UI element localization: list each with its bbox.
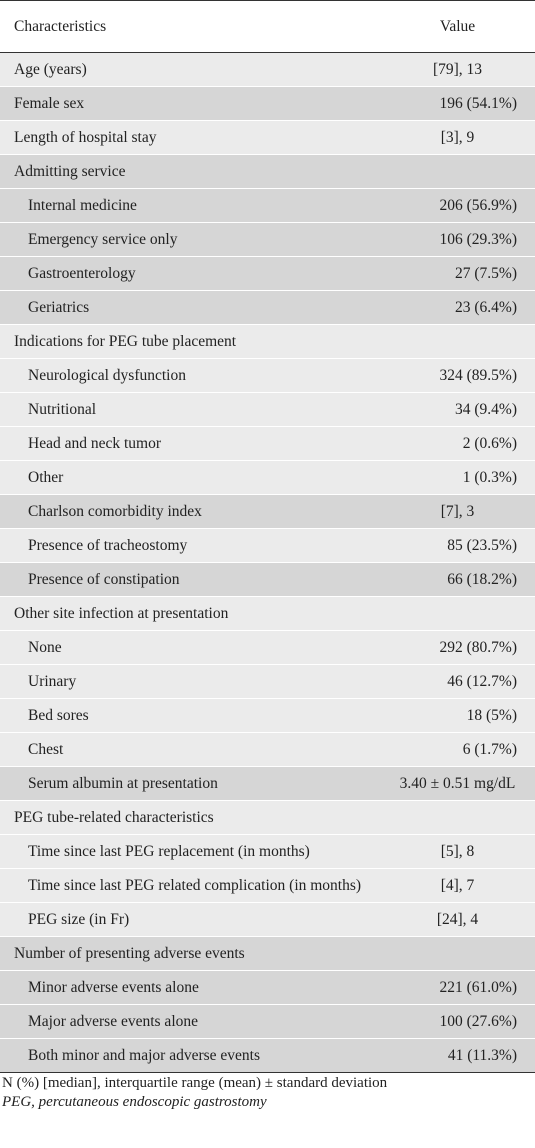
- row-label: Charlson comorbidity index: [0, 494, 398, 529]
- row-value: 34 (9.4%): [398, 392, 535, 427]
- footnote-abbreviation: PEG, percutaneous endoscopic gastrostomy: [2, 1094, 267, 1110]
- row-value: 6 (1.7%): [398, 732, 535, 767]
- row-value: 23 (6.4%): [398, 290, 535, 325]
- table-row: Urinary 46 (12.7%): [0, 664, 535, 699]
- row-value: 292 (80.7%): [398, 630, 535, 665]
- row-label: Nutritional: [0, 392, 398, 427]
- row-value: [79], 13: [398, 52, 535, 87]
- row-value: [398, 596, 535, 631]
- table-row: Indications for PEG tube placement: [0, 324, 535, 359]
- row-label: Internal medicine: [0, 188, 398, 223]
- row-value: 100 (27.6%): [398, 1004, 535, 1039]
- table-row: Other site infection at presentation: [0, 596, 535, 631]
- table-row: Presence of tracheostomy 85 (23.5%): [0, 528, 535, 563]
- table-row: Female sex 196 (54.1%): [0, 86, 535, 121]
- row-label: Indications for PEG tube placement: [0, 324, 398, 359]
- row-value: 1 (0.3%): [398, 460, 535, 495]
- row-value: [398, 800, 535, 835]
- row-label: PEG tube-related characteristics: [0, 800, 398, 835]
- row-label: Female sex: [0, 86, 398, 121]
- row-value: 221 (61.0%): [398, 970, 535, 1005]
- table-row: Serum albumin at presentation 3.40 ± 0.51…: [0, 766, 535, 801]
- table-row: Major adverse events alone 100 (27.6%): [0, 1004, 535, 1039]
- row-value: 324 (89.5%): [398, 358, 535, 393]
- table-row: Internal medicine 206 (56.9%): [0, 188, 535, 223]
- row-label: Head and neck tumor: [0, 426, 398, 461]
- row-label: None: [0, 630, 398, 665]
- table-row: Time since last PEG related complication…: [0, 868, 535, 903]
- row-value: 196 (54.1%): [398, 86, 535, 121]
- row-label: Admitting service: [0, 154, 398, 189]
- row-value: 3.40 ± 0.51 mg/dL: [398, 766, 535, 801]
- row-label: Length of hospital stay: [0, 120, 398, 155]
- row-label: Urinary: [0, 664, 398, 699]
- row-value: [398, 936, 535, 971]
- row-value: 41 (11.3%): [398, 1038, 535, 1073]
- row-value: [398, 154, 535, 189]
- row-value: [24], 4: [398, 902, 535, 937]
- row-value: [7], 3: [398, 494, 535, 529]
- row-value: 2 (0.6%): [398, 426, 535, 461]
- table-row: Head and neck tumor 2 (0.6%): [0, 426, 535, 461]
- row-label: Bed sores: [0, 698, 398, 733]
- table-row: Charlson comorbidity index [7], 3: [0, 494, 535, 529]
- table-row: Presence of constipation 66 (18.2%): [0, 562, 535, 597]
- table-header-row: Characteristics Value: [0, 0, 535, 53]
- row-label: Geriatrics: [0, 290, 398, 325]
- row-label: Time since last PEG replacement (in mont…: [0, 834, 398, 869]
- characteristics-table: Characteristics Value Age (years) [79], 1…: [0, 0, 535, 1073]
- table-row: Number of presenting adverse events: [0, 936, 535, 971]
- row-label: Other site infection at presentation: [0, 596, 398, 631]
- row-label: Emergency service only: [0, 222, 398, 257]
- table-row: Gastroenterology 27 (7.5%): [0, 256, 535, 291]
- row-label: Other: [0, 460, 398, 495]
- table-row: Neurological dysfunction 324 (89.5%): [0, 358, 535, 393]
- row-value: 106 (29.3%): [398, 222, 535, 257]
- table-row: Both minor and major adverse events 41 (1…: [0, 1038, 535, 1073]
- row-value: 85 (23.5%): [398, 528, 535, 563]
- table-row: Time since last PEG replacement (in mont…: [0, 834, 535, 869]
- table-row: Geriatrics 23 (6.4%): [0, 290, 535, 325]
- table-row: Bed sores 18 (5%): [0, 698, 535, 733]
- row-label: Age (years): [0, 52, 398, 87]
- row-value: [5], 8: [398, 834, 535, 869]
- table-row: None 292 (80.7%): [0, 630, 535, 665]
- table-row: Other 1 (0.3%): [0, 460, 535, 495]
- row-value: 66 (18.2%): [398, 562, 535, 597]
- table-row: Length of hospital stay [3], 9: [0, 120, 535, 155]
- header-value: Value: [398, 0, 535, 53]
- row-value: [3], 9: [398, 120, 535, 155]
- row-label: Both minor and major adverse events: [0, 1038, 398, 1073]
- table-row: PEG size (in Fr) [24], 4: [0, 902, 535, 937]
- table-row: Chest 6 (1.7%): [0, 732, 535, 767]
- row-value: [4], 7: [398, 868, 535, 903]
- row-label: PEG size (in Fr): [0, 902, 398, 937]
- row-value: 46 (12.7%): [398, 664, 535, 699]
- row-value: [398, 324, 535, 359]
- row-label: Presence of constipation: [0, 562, 398, 597]
- row-label: Neurological dysfunction: [0, 358, 398, 393]
- row-label: Time since last PEG related complication…: [0, 868, 398, 903]
- row-label: Chest: [0, 732, 398, 767]
- header-characteristics: Characteristics: [0, 0, 398, 53]
- row-label: Number of presenting adverse events: [0, 936, 398, 971]
- row-value: 206 (56.9%): [398, 188, 535, 223]
- table-row: Nutritional 34 (9.4%): [0, 392, 535, 427]
- table-row: PEG tube-related characteristics: [0, 800, 535, 835]
- row-label: Minor adverse events alone: [0, 970, 398, 1005]
- row-label: Serum albumin at presentation: [0, 766, 398, 801]
- table-row: Emergency service only 106 (29.3%): [0, 222, 535, 257]
- table-footnote: N (%) [median], interquartile range (mea…: [0, 1073, 535, 1112]
- row-label: Gastroenterology: [0, 256, 398, 291]
- table-row: Age (years) [79], 13: [0, 52, 535, 87]
- row-label: Presence of tracheostomy: [0, 528, 398, 563]
- table-row: Minor adverse events alone 221 (61.0%): [0, 970, 535, 1005]
- row-value: 27 (7.5%): [398, 256, 535, 291]
- table-row: Admitting service: [0, 154, 535, 189]
- footnote-legend: N (%) [median], interquartile range (mea…: [2, 1075, 388, 1091]
- row-label: Major adverse events alone: [0, 1004, 398, 1039]
- row-value: 18 (5%): [398, 698, 535, 733]
